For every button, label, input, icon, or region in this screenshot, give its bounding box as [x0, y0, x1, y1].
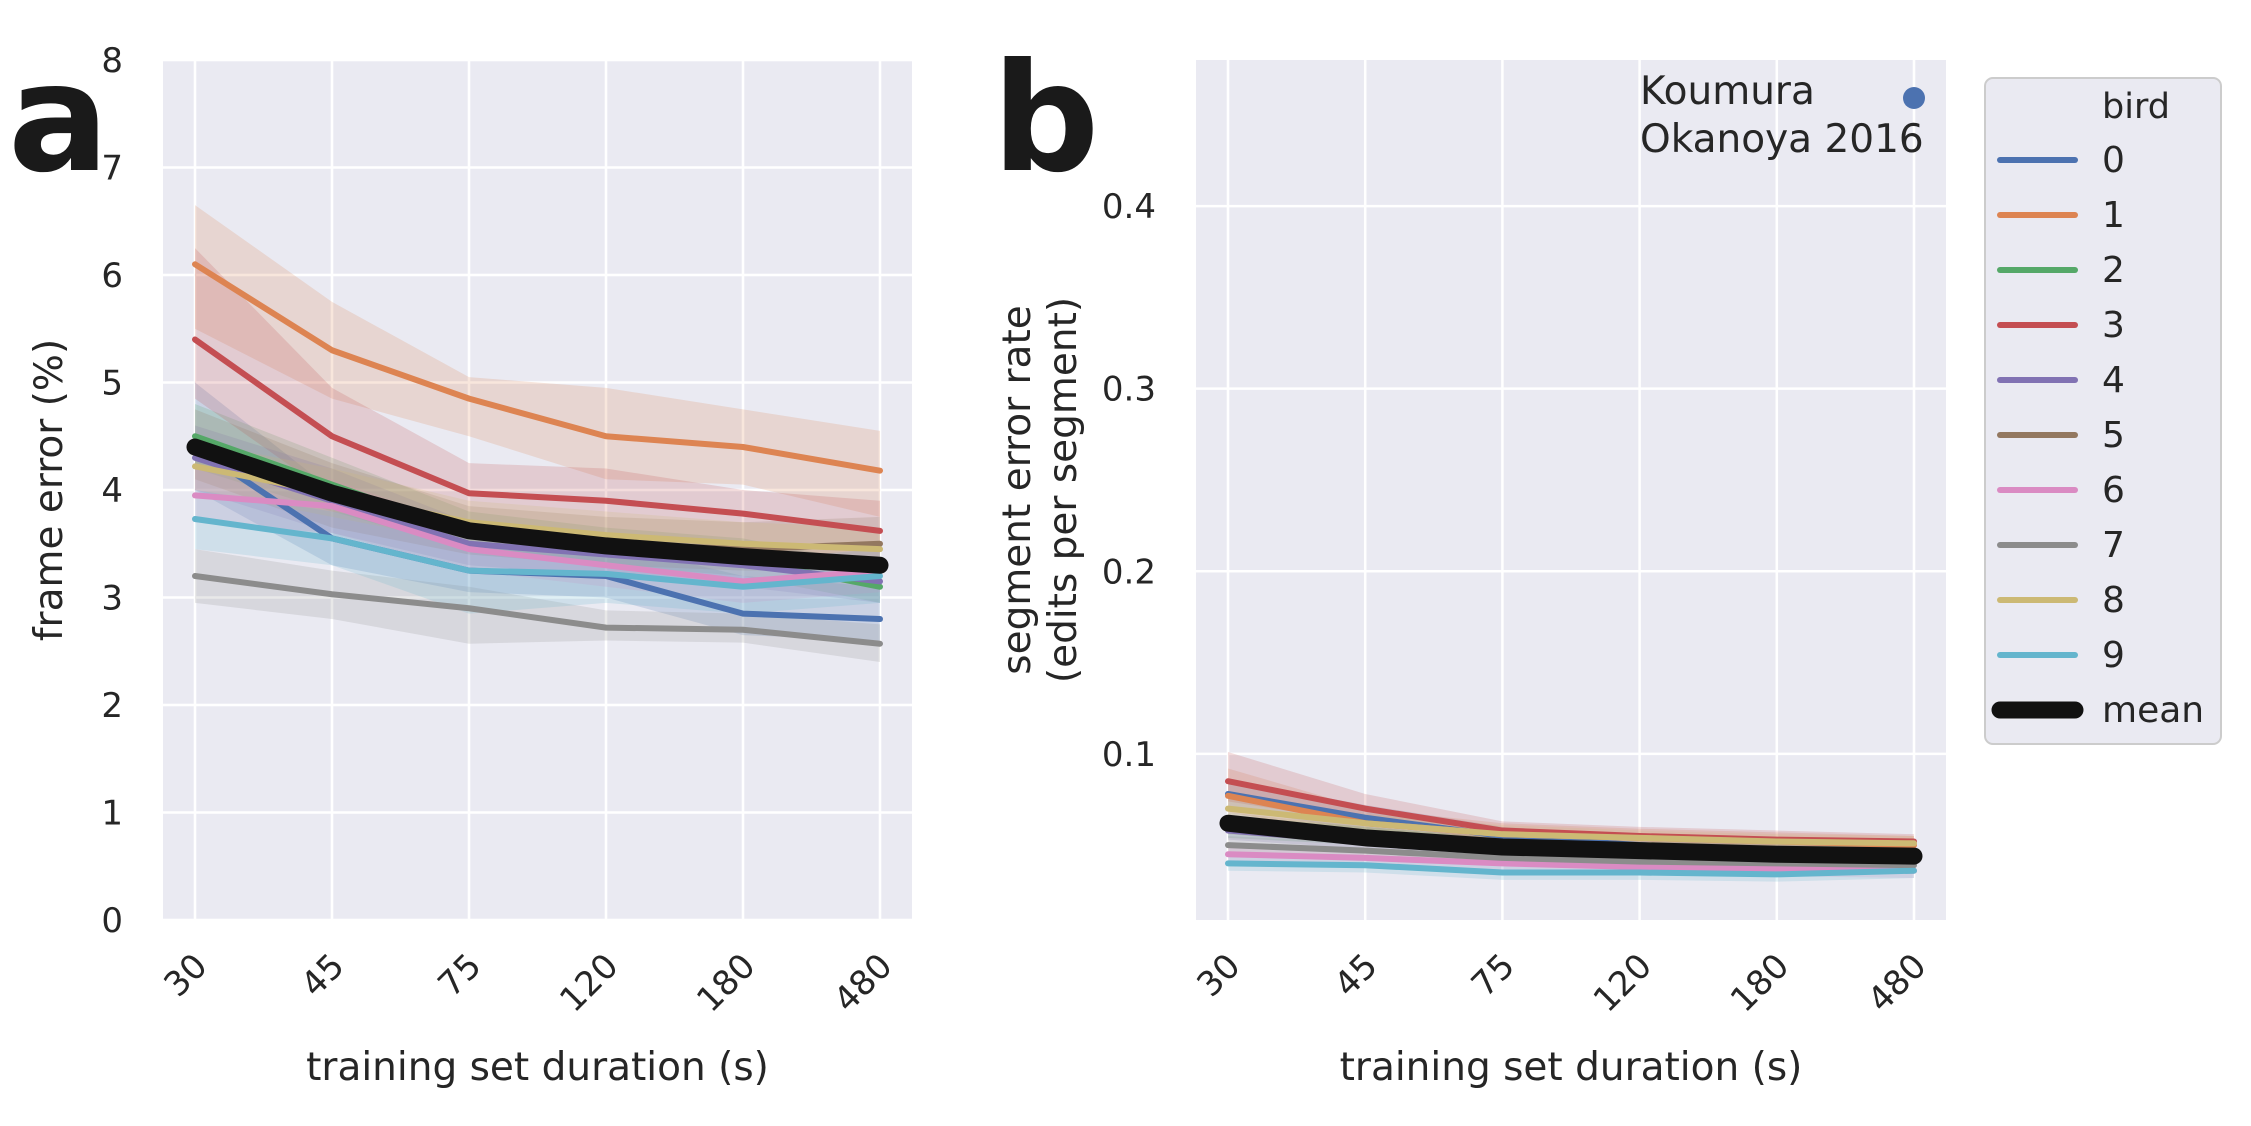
plot-b-background: [1196, 60, 1946, 920]
y-tick-label: 7: [101, 149, 123, 189]
confidence-band-bird-1: [195, 205, 880, 517]
y-tick-label: 0.2: [1102, 552, 1156, 592]
line-bird-6: [192, 492, 883, 585]
legend-label-bird-6: 6: [2102, 470, 2125, 511]
x-tick-label: 180: [689, 946, 763, 1020]
x-tick-label: 75: [1464, 946, 1523, 1005]
legend: bird 0 1 2 3 4 5 6 7 8 9 mean: [1984, 77, 2222, 745]
y-tick-label: 5: [101, 364, 123, 404]
y-axis-label-line: (edits per segment): [1041, 297, 1086, 683]
line-bird-9: [192, 516, 883, 590]
line-bird-3: [192, 336, 883, 534]
legend-label-bird-9: 9: [2102, 635, 2125, 676]
y-tick-label: 2: [101, 686, 123, 726]
x-tick-label: 480: [826, 946, 900, 1020]
line-bird-9: [1225, 860, 1917, 878]
line-bird-7: [192, 573, 883, 647]
panel-a-letter: a: [8, 32, 109, 206]
y-tick-label: 1: [101, 794, 123, 834]
plot-a-x-axis-label: training set duration (s): [306, 1045, 769, 1090]
plot-b-lines: [1219, 778, 1923, 878]
x-tick-label: 75: [430, 946, 489, 1005]
legend-label-bird-7: 7: [2102, 525, 2125, 566]
line-bird-7: [1225, 842, 1917, 869]
x-tick-label: 120: [1586, 946, 1660, 1020]
line-bird-6: [1225, 851, 1917, 874]
line-mean: [186, 438, 889, 574]
legend-label-bird-5: 5: [2102, 415, 2125, 456]
y-tick-label: 0.1: [1102, 735, 1156, 775]
legend-label-bird-4: 4: [2102, 360, 2125, 401]
legend-label-bird-1: 1: [2102, 195, 2125, 236]
reference-label-line-1: Koumura: [1640, 69, 1815, 114]
y-tick-label: 6: [101, 256, 123, 296]
x-tick-label: 120: [552, 946, 626, 1020]
legend-box: [1984, 77, 2222, 745]
plot-a-y-axis-label: frame error (%): [27, 339, 72, 641]
line-bird-8: [1225, 805, 1917, 847]
panel-b-letter: b: [992, 32, 1099, 206]
legend-label-mean: mean: [2102, 690, 2204, 731]
y-tick-label: 0.4: [1102, 187, 1156, 227]
line-mean: [1219, 814, 1923, 865]
reference-marker: [1903, 87, 1925, 109]
y-tick-label: 3: [101, 579, 123, 619]
confidence-band-bird-8: [195, 441, 880, 571]
x-tick-label: 45: [1327, 946, 1386, 1005]
reference-label-line-2: Okanoya 2016: [1640, 117, 1924, 162]
x-tick-label: 45: [293, 946, 352, 1005]
y-tick-label: 0: [101, 901, 123, 941]
y-tick-label: 4: [101, 471, 123, 511]
plot-b-grid: [1196, 60, 1946, 920]
y-tick-label: 0.3: [1102, 370, 1156, 410]
plot-b-y-axis-label: segment error rate(edits per segment): [995, 297, 1086, 683]
legend-label-bird-2: 2: [2102, 250, 2125, 291]
plot-b-x-axis-label: training set duration (s): [1340, 1045, 1803, 1090]
y-axis-label-line: segment error rate: [995, 305, 1040, 675]
x-tick-label: 30: [1189, 946, 1248, 1005]
x-tick-label: 180: [1723, 946, 1797, 1020]
legend-label-bird-8: 8: [2102, 580, 2125, 621]
y-tick-label: 8: [101, 41, 123, 81]
confidence-band-bird-5: [195, 409, 880, 571]
legend-label-bird-3: 3: [2102, 305, 2125, 346]
plot-a-lines: [186, 261, 889, 647]
x-tick-label: 480: [1860, 946, 1934, 1020]
x-tick-label: 30: [156, 946, 215, 1005]
legend-label-bird-0: 0: [2102, 140, 2125, 181]
line-bird-1: [192, 261, 883, 474]
legend-title: bird: [2102, 87, 2170, 127]
panel-b: 30 45 75 120 180 480 0.1 0.2 0.3 0.4 training set…: [992, 32, 1946, 1090]
confidence-band-bird-3: [195, 248, 880, 560]
confidence-band-bird-7: [195, 549, 880, 662]
